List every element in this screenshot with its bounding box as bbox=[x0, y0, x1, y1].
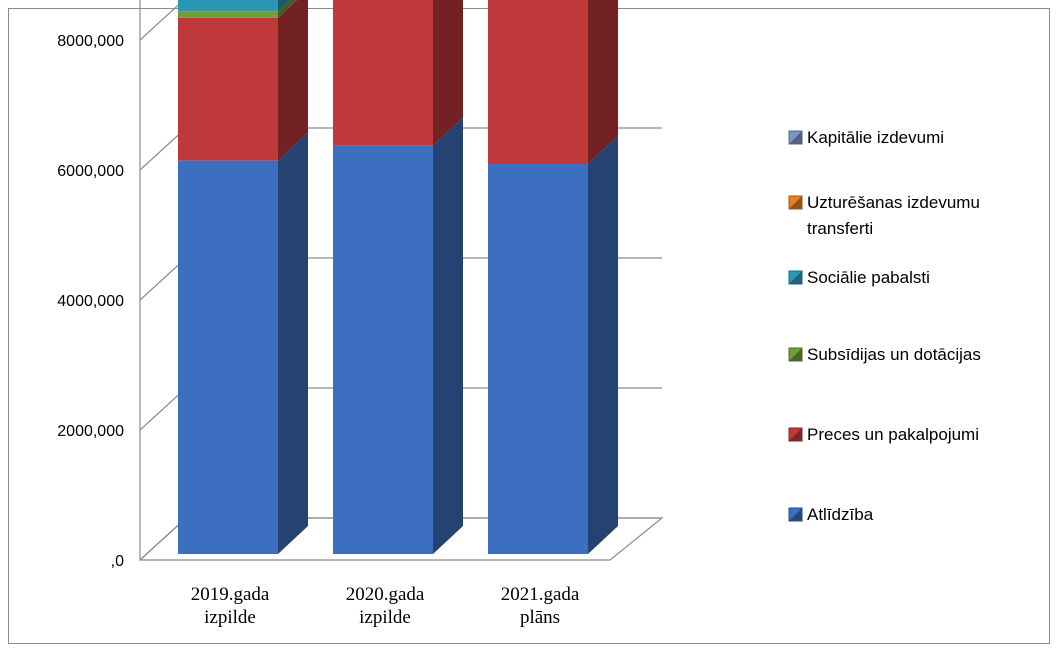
bar-segment-side bbox=[433, 0, 463, 146]
bar-segment-front bbox=[178, 17, 278, 161]
bar-segment-front bbox=[333, 145, 433, 555]
bar-segment-side bbox=[433, 117, 463, 555]
bar-segment-side bbox=[278, 0, 291, 12]
legend-item: Uzturēšanas izdevumu transferti bbox=[788, 193, 980, 238]
y-tick-label: 4000,000 bbox=[57, 293, 124, 310]
x-axis-categories: 2019.gada izpilde 2020.gada izpilde 2021.gad… bbox=[191, 584, 580, 628]
legend-item: Kapitālie izdevumi bbox=[788, 128, 944, 147]
y-tick-label: 6000,000 bbox=[57, 163, 124, 180]
x-category-label: 2019.gada izpilde bbox=[191, 584, 270, 628]
bar-segment-side bbox=[588, 136, 618, 554]
legend-label: Uzturēšanas izdevumu transferti bbox=[807, 193, 980, 238]
bar-segment-front bbox=[333, 0, 433, 146]
y-tick-label: 2000,000 bbox=[57, 423, 124, 440]
legend: Kapitālie izdevumi Uzturēšanas izdevumu tr… bbox=[788, 128, 981, 524]
bar-stack bbox=[488, 0, 618, 554]
bar-segment-side bbox=[278, 132, 308, 554]
bar-segment-side bbox=[588, 0, 618, 164]
legend-item: Subsīdijas un dotācijas bbox=[788, 345, 981, 364]
legend-label: Sociālie pabalsti bbox=[807, 268, 930, 287]
legend-item: Atlīdzība bbox=[788, 505, 874, 524]
legend-label: Atlīdzība bbox=[807, 505, 874, 524]
bar-segment-front bbox=[488, 0, 588, 164]
bar-segment-front bbox=[178, 11, 278, 18]
x-category-label: 2021.gada plāns bbox=[501, 584, 580, 628]
bar-segment-front bbox=[178, 0, 278, 12]
gridline bbox=[139, 0, 185, 41]
bar-segment-side bbox=[278, 0, 298, 18]
legend-item: Sociālie pabalsti bbox=[788, 268, 930, 287]
bar-segment-front bbox=[178, 160, 278, 554]
legend-label: Subsīdijas un dotācijas bbox=[807, 345, 981, 364]
x-category-label: 2020.gada izpilde bbox=[346, 584, 425, 628]
legend-item: Preces un pakalpojumi bbox=[788, 425, 979, 444]
legend-label: Preces un pakalpojumi bbox=[807, 425, 979, 444]
bar-segment-front bbox=[488, 164, 588, 554]
bar-stack bbox=[333, 0, 463, 555]
bar-stack bbox=[178, 0, 308, 554]
bar-segment-side bbox=[278, 0, 308, 161]
bars bbox=[178, 0, 618, 555]
y-tick-label: ,0 bbox=[111, 553, 124, 570]
legend-label: Kapitālie izdevumi bbox=[807, 128, 944, 147]
y-axis-ticks: ,02000,0004000,0006000,0008000,00010000,… bbox=[57, 33, 124, 570]
y-tick-label: 8000,000 bbox=[57, 33, 124, 50]
